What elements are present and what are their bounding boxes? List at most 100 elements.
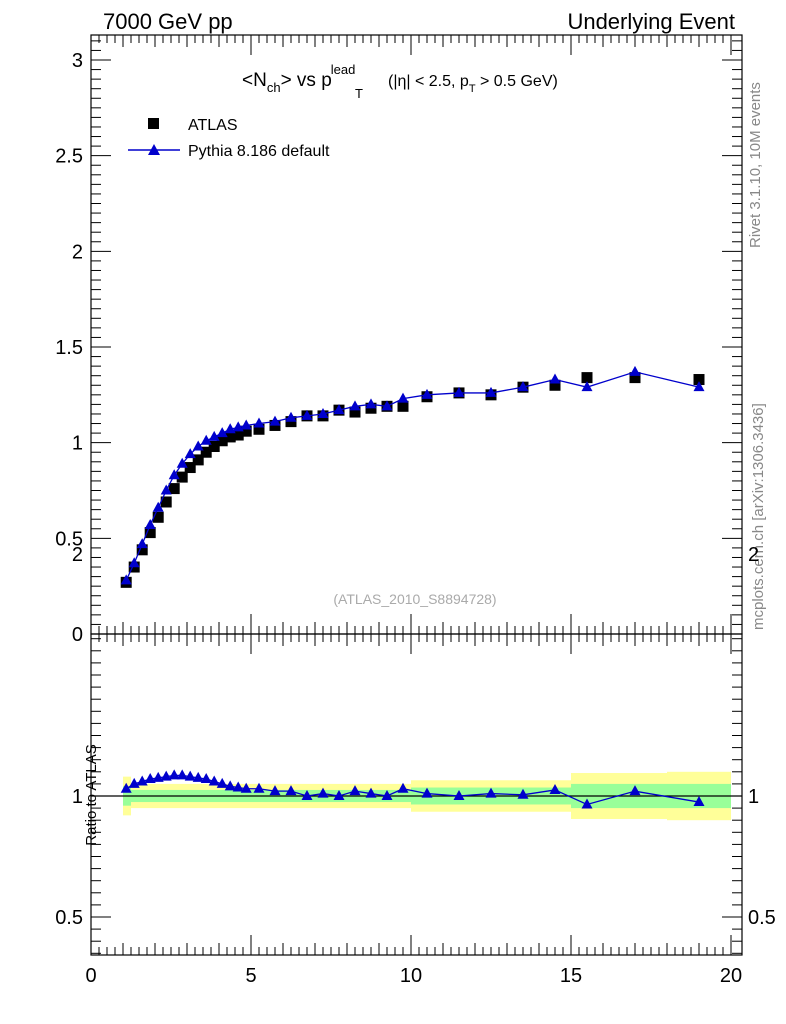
x-tick-label: 15 <box>560 965 582 987</box>
ratio-data-point <box>421 787 433 798</box>
pythia-data-point <box>160 484 172 495</box>
ratio-data-point <box>517 788 529 799</box>
main-y-tick-label: 0.5 <box>55 528 83 550</box>
ratio-data-point <box>629 785 641 796</box>
atlas-data-point <box>160 496 172 508</box>
atlas-data-point <box>216 435 228 447</box>
x-tick-label: 5 <box>245 965 256 987</box>
pythia-data-point <box>365 398 377 409</box>
ratio-data-point <box>144 773 156 784</box>
pythia-data-point <box>168 469 180 480</box>
ratio-data-point <box>224 780 236 791</box>
pythia-data-point <box>144 518 156 529</box>
ratio-data-point <box>240 782 252 793</box>
atlas-data-point <box>549 379 561 391</box>
legend-label-atlas: ATLAS <box>188 117 238 134</box>
pythia-data-point <box>549 373 561 384</box>
ratio-data-point <box>253 782 265 793</box>
rivet-version-label: Rivet 3.1.10, 10M events <box>747 82 764 248</box>
legend-marker-pythia <box>148 144 160 155</box>
main-y-tick-label: 0 <box>72 624 83 646</box>
pythia-data-point <box>421 388 433 399</box>
ratio-data-point <box>152 771 164 782</box>
ratio-data-point <box>381 790 393 800</box>
ratio-data-point <box>120 782 132 793</box>
atlas-data-point <box>144 527 156 539</box>
atlas-data-point <box>397 400 409 412</box>
atlas-data-point <box>208 440 220 452</box>
pythia-series-line <box>125 371 700 581</box>
ratio-data-point <box>269 785 281 796</box>
atlas-data-point <box>168 483 180 495</box>
atlas-data-point <box>253 423 265 435</box>
pythia-data-point <box>485 386 497 397</box>
ratio-y-tick-label: 1 <box>72 786 83 808</box>
ratio-y-tick-label-right: 1 <box>748 786 759 808</box>
pythia-data-point <box>517 381 529 392</box>
ratio-data-point <box>216 777 228 788</box>
ratio-data-point <box>160 770 172 781</box>
pythia-data-point <box>301 409 313 420</box>
atlas-data-point <box>176 471 188 483</box>
atlas-data-point <box>581 372 593 384</box>
ratio-data-point <box>333 790 345 800</box>
pythia-data-point <box>581 381 593 392</box>
atlas-data-point <box>136 544 148 556</box>
main-y-tick-label: 3 <box>72 50 83 72</box>
ratio-data-point <box>192 771 204 782</box>
pythia-data-point <box>208 430 220 441</box>
atlas-data-point <box>152 511 164 523</box>
ratio-data-point <box>365 787 377 798</box>
atlas-data-point <box>224 431 236 443</box>
pythia-data-point <box>184 448 196 459</box>
ratio-data-point <box>168 769 180 780</box>
pythia-data-point <box>232 421 244 432</box>
atlas-data-point <box>192 454 204 466</box>
legend-marker-atlas <box>148 118 159 129</box>
ratio-data-point <box>485 787 497 798</box>
ratio-data-point <box>301 790 313 800</box>
ratio-data-point <box>232 781 244 792</box>
ratio-data-point <box>397 782 409 793</box>
ratio-data-point <box>581 798 593 809</box>
ratio-data-point <box>200 773 212 784</box>
ratio-series-line <box>125 774 700 806</box>
ratio-plot-frame <box>90 633 743 956</box>
pythia-data-point <box>381 400 393 411</box>
atlas-data-point <box>200 446 212 458</box>
pythia-data-point <box>192 440 204 451</box>
atlas-data-point <box>629 372 641 384</box>
header-left-label: 7000 GeV pp <box>103 9 233 34</box>
main-y-tick-label: 1 <box>72 433 83 455</box>
analysis-watermark: (ATLAS_2010_S8894728) <box>333 591 496 607</box>
pythia-data-point <box>176 457 188 468</box>
pythia-data-point <box>120 574 132 585</box>
pythia-data-point <box>397 392 409 403</box>
ratio-data-point <box>208 775 220 786</box>
header-right-label: Underlying Event <box>567 9 735 34</box>
x-tick-label: 10 <box>400 965 422 987</box>
pythia-data-point <box>629 365 641 376</box>
x-tick-label: 0 <box>85 965 96 987</box>
main-y-tick-label: 1.5 <box>55 337 83 359</box>
atlas-data-point <box>240 425 252 437</box>
pythia-data-point <box>216 427 228 438</box>
atlas-data-point <box>693 374 705 386</box>
ratio-y-tick-label-right: 0.5 <box>748 907 776 929</box>
ratio-data-point <box>317 787 329 798</box>
main-y-tick-label: 2.5 <box>55 146 83 168</box>
legend-label-pythia: Pythia 8.186 default <box>188 143 330 160</box>
pythia-data-point <box>333 404 345 415</box>
pythia-data-point <box>240 419 252 430</box>
ratio-y-tick-label: 0.5 <box>55 907 83 929</box>
pythia-data-point <box>136 538 148 549</box>
ratio-y-tick-label: 2 <box>72 544 83 566</box>
pythia-data-point <box>349 400 361 411</box>
ratio-data-point <box>184 770 196 781</box>
atlas-data-point <box>349 406 361 418</box>
pythia-data-point <box>285 411 297 422</box>
ratio-data-point <box>176 769 188 780</box>
pythia-data-point <box>317 407 329 418</box>
pythia-data-point <box>453 386 465 397</box>
